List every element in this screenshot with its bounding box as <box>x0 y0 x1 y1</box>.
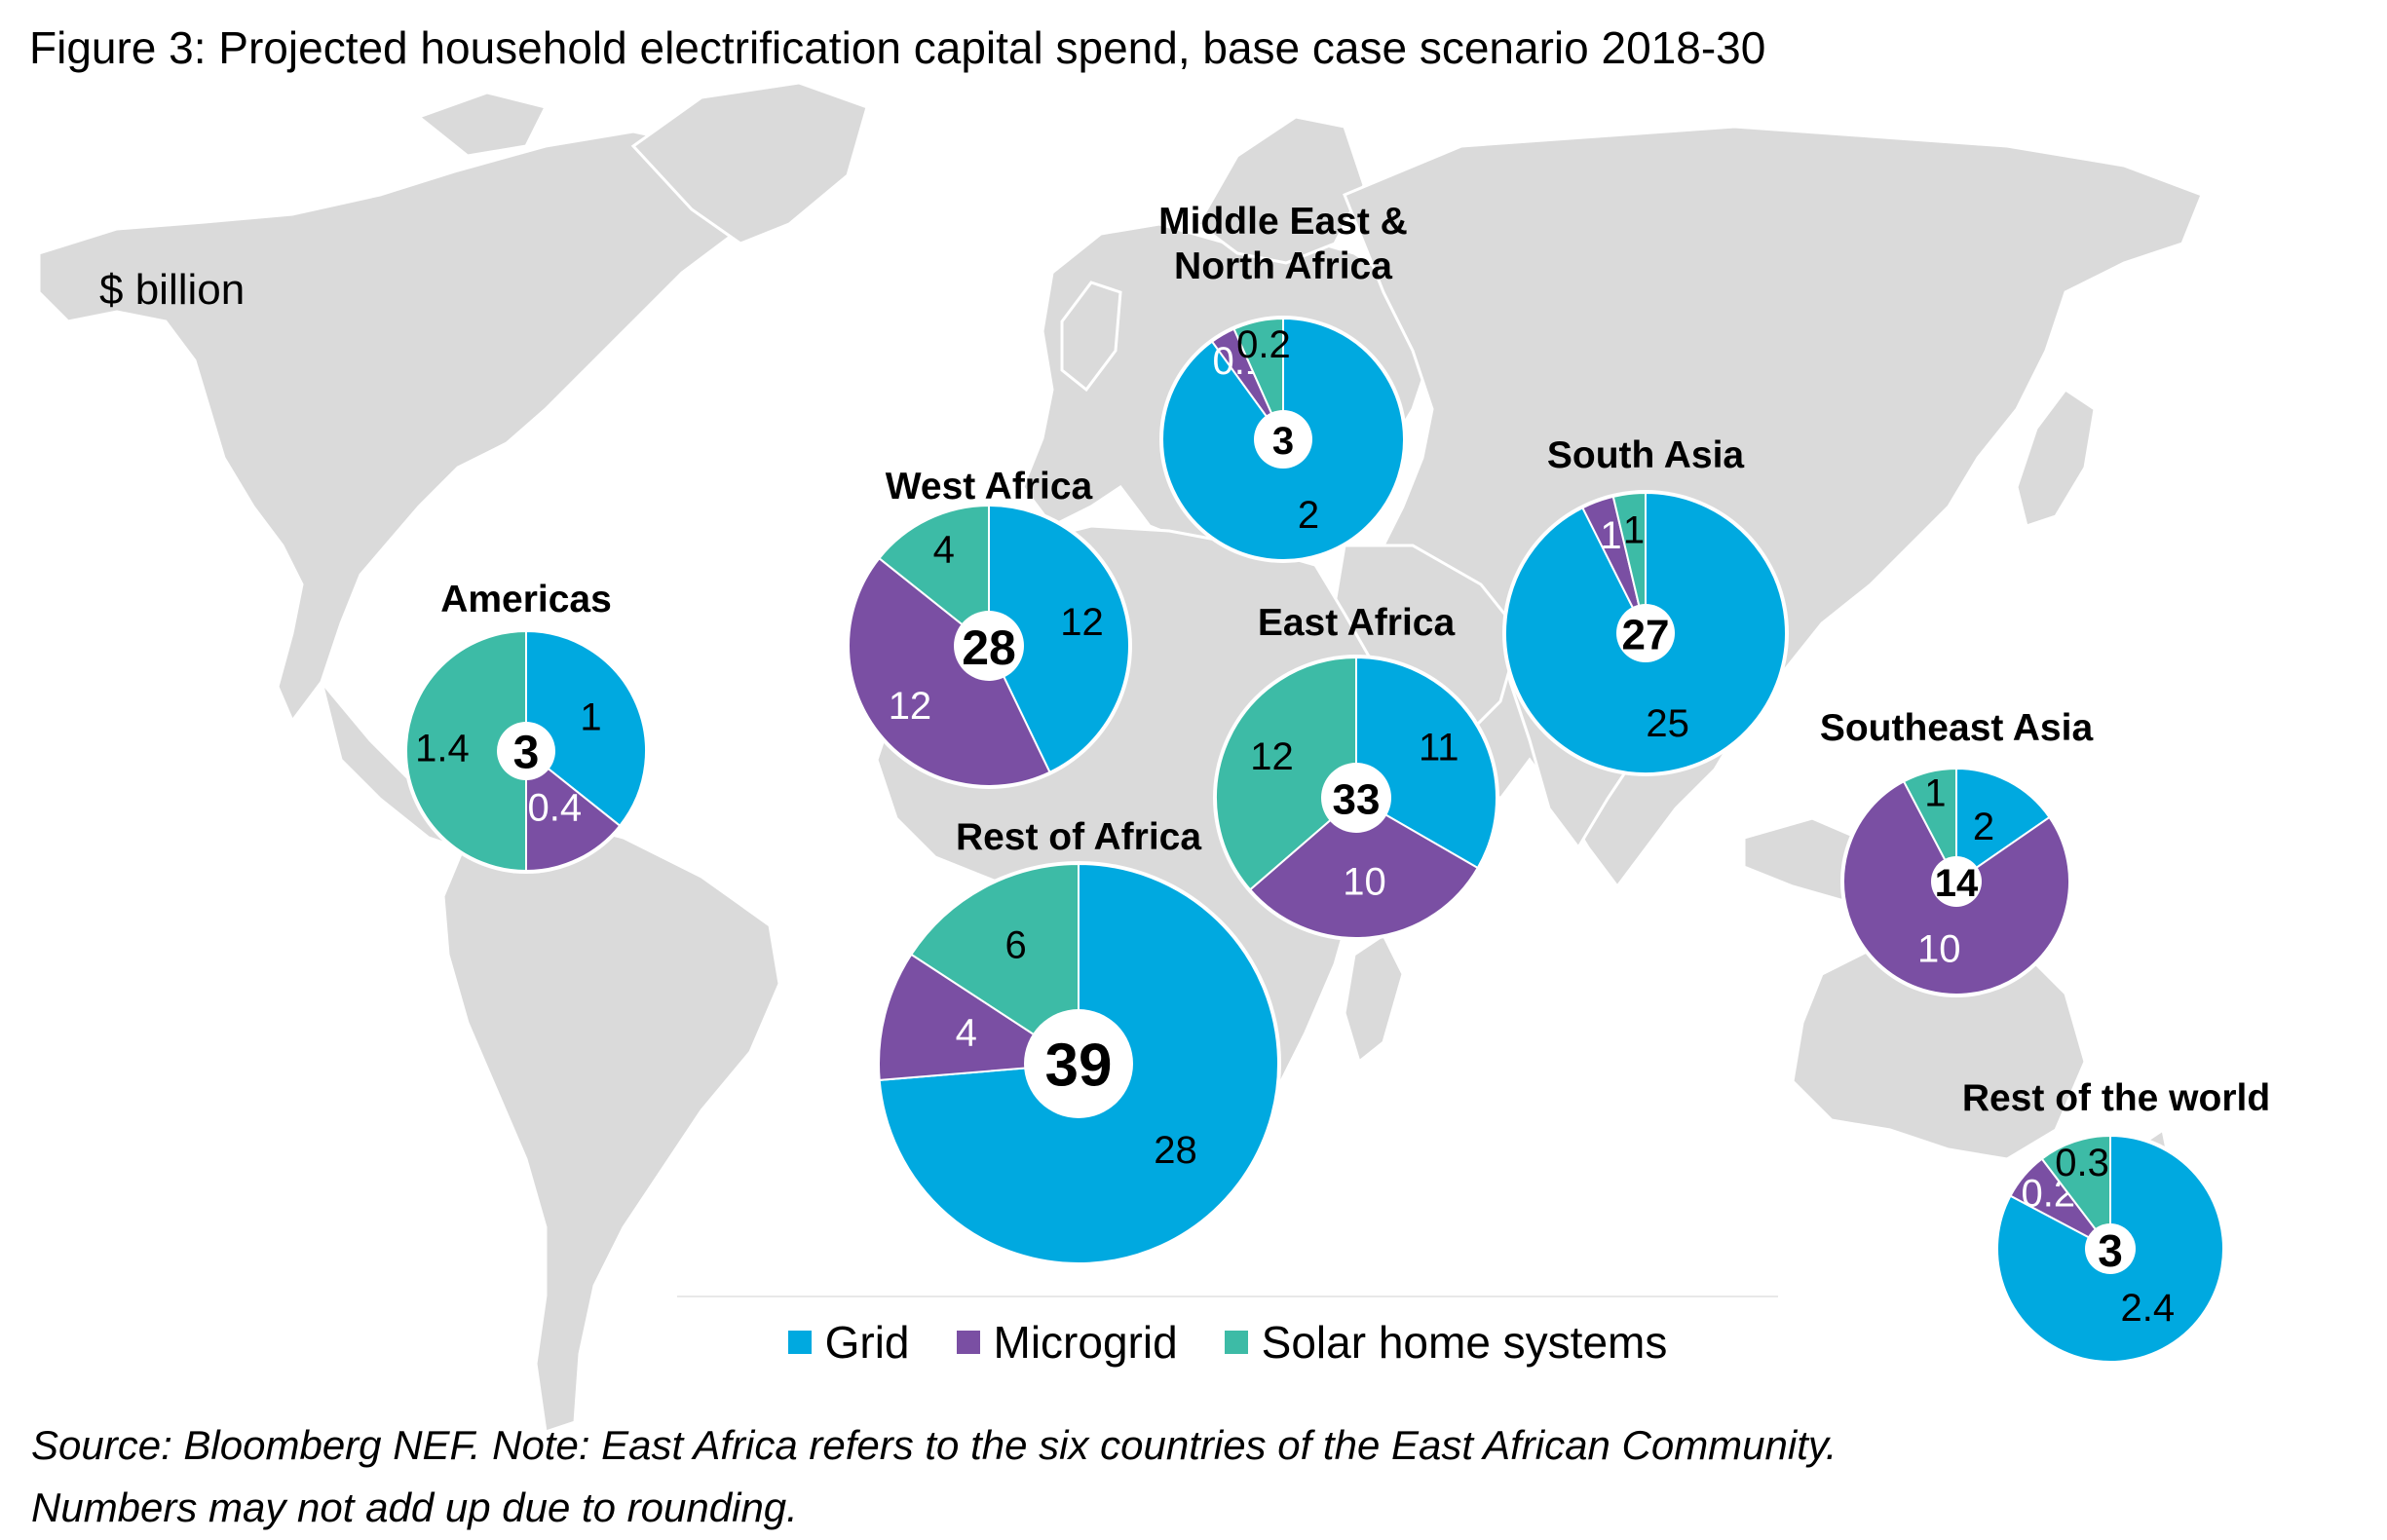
slice-label-south-asia-solar: 1 <box>1623 509 1645 552</box>
pie-slice-middle-east-and-north-africa-solar <box>1232 317 1284 440</box>
pie-total-south-asia: 27 <box>1622 612 1670 659</box>
region-title-middle-east-and-north-africa-line-2: North Africa <box>1174 245 1392 287</box>
slice-label-southeast-asia-solar: 1 <box>1924 772 1946 815</box>
slice-label-west-africa-grid: 12 <box>1060 601 1104 644</box>
pie-total-rest-of-africa: 39 <box>1045 1033 1113 1100</box>
pie-center-southeast-asia <box>1931 856 1982 907</box>
pie-slice-east-africa-microgrid <box>1248 796 1480 939</box>
slice-label-south-asia-microgrid: 1 <box>1600 514 1621 557</box>
greenland-landmass <box>630 81 869 245</box>
pie-slice-east-africa-grid <box>1355 656 1497 870</box>
pie-center-rest-of-africa <box>1024 1009 1133 1118</box>
pie-slice-americas-microgrid <box>525 748 622 873</box>
pie-slice-americas-solar <box>405 629 527 873</box>
pie-slice-west-africa-microgrid <box>848 556 1051 787</box>
pie-slice-south-asia-solar <box>1611 491 1647 634</box>
legend-label-solar: Solar home systems <box>1261 1317 1668 1368</box>
pie-center-east-africa <box>1321 763 1391 833</box>
legend-item-microgrid: Microgrid <box>956 1316 1178 1369</box>
slice-label-americas-microgrid: 0.4 <box>528 787 583 830</box>
madagascar-landmass <box>1343 932 1405 1065</box>
figure-title: Figure 3: Projected household electrific… <box>29 22 1766 73</box>
chart-legend: Grid Microgrid Solar home systems <box>677 1296 1778 1387</box>
slice-label-middle-east-and-north-africa-grid: 2 <box>1298 494 1319 537</box>
source-note: Source: Bloomberg NEF. Note: East Africa… <box>31 1414 1837 1539</box>
slice-label-west-africa-microgrid: 12 <box>889 685 932 728</box>
pie-center-west-africa <box>954 611 1024 681</box>
pie-slice-west-africa-solar <box>878 504 990 649</box>
source-line-2: Numbers may not add up due to rounding. <box>31 1484 798 1530</box>
pie-south-asia: 25 1 1 27 South Asia <box>1502 434 1789 776</box>
pie-slice-americas-grid <box>525 629 647 828</box>
unit-label: $ billion <box>99 266 245 314</box>
pie-center-middle-east-and-north-africa <box>1254 410 1312 469</box>
pie-slice-west-africa-grid <box>988 504 1130 774</box>
pie-rest-of-africa: 28 4 6 39 Rest of Africa <box>876 816 1281 1266</box>
slice-label-east-africa-grid: 11 <box>1419 727 1459 770</box>
scandinavia-landmass <box>1196 115 1366 265</box>
slice-label-rest-of-the-world-solar: 0.3 <box>2055 1142 2109 1184</box>
legend-swatch-grid <box>787 1331 812 1354</box>
legend-swatch-microgrid <box>956 1331 980 1354</box>
legend-item-solar: Solar home systems <box>1224 1316 1668 1369</box>
slice-label-west-africa-solar: 4 <box>933 529 955 572</box>
legend-item-grid: Grid <box>787 1316 910 1369</box>
slice-label-rest-of-africa-microgrid: 4 <box>956 1011 977 1054</box>
legend-label-microgrid: Microgrid <box>993 1317 1178 1368</box>
pie-slice-east-africa-solar <box>1215 656 1357 891</box>
source-line-1: Source: Bloomberg NEF. Note: East Africa… <box>31 1422 1838 1468</box>
pie-east-africa: 11 10 12 33 East Africa <box>1213 602 1499 941</box>
japan-landmass <box>2015 387 2097 528</box>
slice-label-americas-solar: 1.4 <box>415 728 470 770</box>
pie-slice-southeast-asia-solar <box>1902 767 1957 883</box>
pie-west-africa: 12 12 4 28 West Africa <box>846 466 1132 789</box>
south-america-landmass <box>441 816 781 1434</box>
region-title-east-africa: East Africa <box>1258 602 1456 644</box>
slice-label-rest-of-africa-grid: 28 <box>1154 1129 1197 1172</box>
region-title-rest-of-africa: Rest of Africa <box>956 816 1201 858</box>
pie-total-americas: 3 <box>513 728 540 779</box>
region-title-americas: Americas <box>440 579 612 620</box>
region-title-rest-of-the-world: Rest of the world <box>1962 1077 2270 1119</box>
britain-landmass <box>1060 281 1122 393</box>
legend-swatch-solar <box>1224 1331 1248 1354</box>
pie-total-west-africa: 28 <box>962 620 1016 675</box>
pie-americas: 1 0.4 1.4 3 Americas <box>403 579 649 874</box>
slice-label-east-africa-solar: 12 <box>1250 735 1294 778</box>
pie-slice-rest-of-africa-solar <box>909 862 1080 1066</box>
arctic-islands-landmass <box>415 91 549 158</box>
slice-label-southeast-asia-microgrid: 10 <box>1917 928 1961 971</box>
slice-label-south-asia-grid: 25 <box>1646 702 1689 745</box>
slice-label-east-africa-microgrid: 10 <box>1343 860 1386 903</box>
pie-slice-rest-of-the-world-solar <box>2040 1134 2111 1252</box>
north-america-landmass <box>37 130 773 724</box>
slice-label-southeast-asia-grid: 2 <box>1973 806 1994 848</box>
slice-label-middle-east-and-north-africa-solar: 0.2 <box>1236 323 1291 366</box>
pie-total-middle-east-and-north-africa: 3 <box>1272 420 1294 463</box>
slice-label-rest-of-the-world-grid: 2.4 <box>2120 1287 2175 1330</box>
slice-label-americas-grid: 1 <box>580 696 601 739</box>
legend-label-grid: Grid <box>824 1317 910 1368</box>
pie-total-southeast-asia: 14 <box>1935 862 1979 905</box>
pie-southeast-asia: 2 10 1 14 Southeast Asia <box>1820 707 2094 997</box>
region-title-middle-east-and-north-africa-line-1: Middle East & <box>1158 201 1408 243</box>
pie-total-rest-of-the-world: 3 <box>2098 1225 2123 1276</box>
region-title-west-africa: West Africa <box>886 466 1093 507</box>
pie-center-americas <box>497 722 555 780</box>
slice-label-rest-of-africa-solar: 6 <box>1004 924 1026 967</box>
region-title-south-asia: South Asia <box>1547 434 1745 476</box>
pie-center-rest-of-the-world <box>2085 1223 2136 1274</box>
pie-total-east-africa: 33 <box>1333 776 1381 824</box>
pie-center-south-asia <box>1616 604 1675 662</box>
region-title-southeast-asia: Southeast Asia <box>1820 707 2094 749</box>
pie-slice-southeast-asia-grid <box>1955 767 2051 883</box>
